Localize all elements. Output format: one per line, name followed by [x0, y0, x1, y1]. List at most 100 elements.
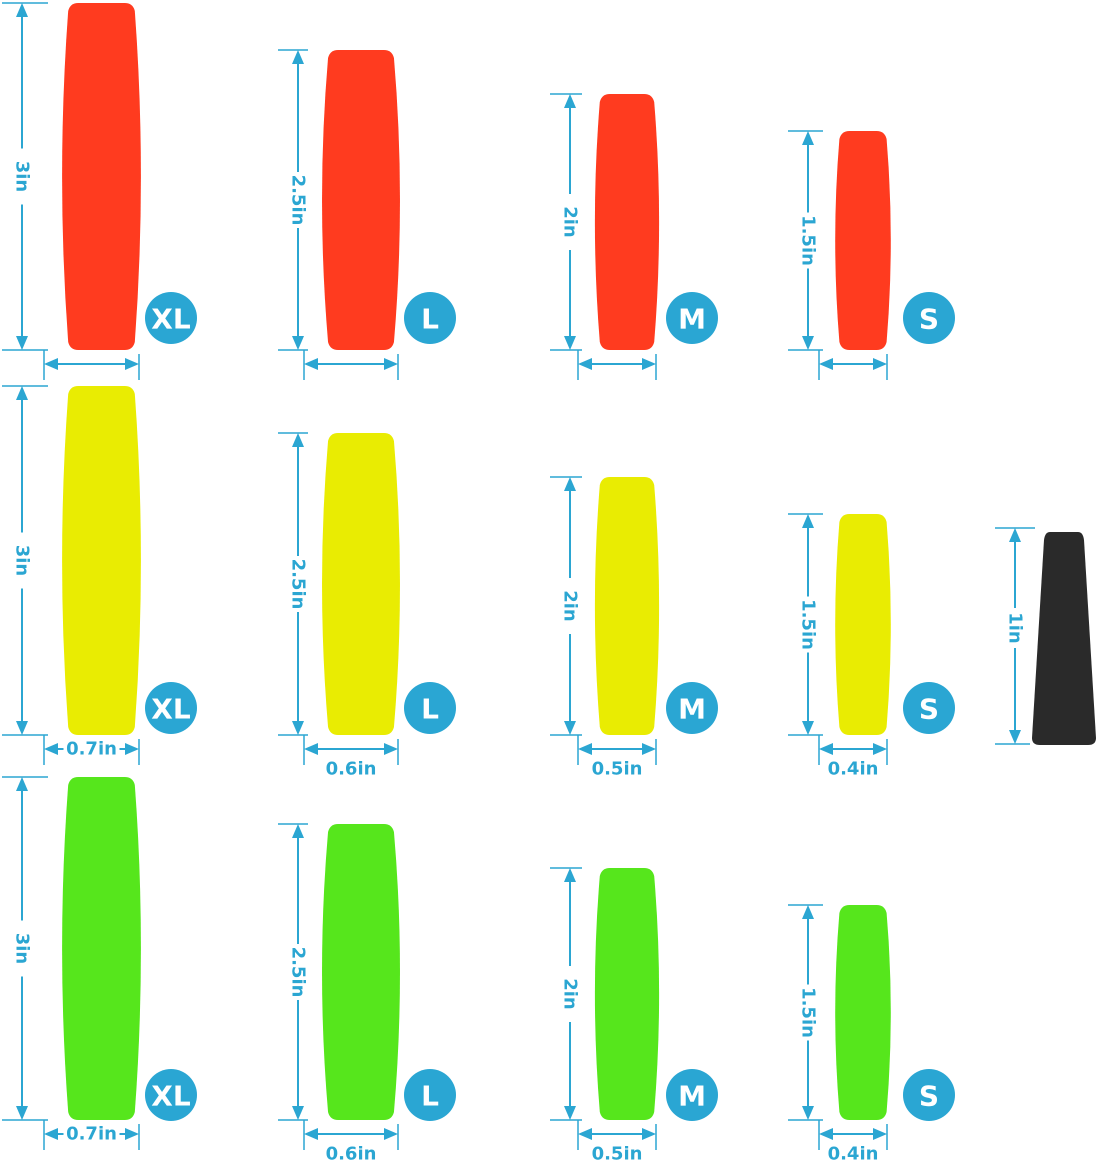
label-bg	[286, 944, 310, 1000]
height-label: 1.5in	[798, 599, 819, 650]
width-dimension	[304, 743, 398, 755]
size-badge-s: S	[903, 292, 955, 344]
float-yellow-xl: 3in 0.7in XL	[2, 385, 197, 765]
width-dimension	[578, 743, 656, 755]
badge-circle	[404, 682, 456, 734]
arrowhead-up-icon	[802, 131, 814, 145]
arrowhead-left-icon	[578, 358, 592, 370]
width-label: 0.5in	[592, 1144, 643, 1165]
arrowhead-down-icon	[16, 721, 28, 735]
foam-float	[62, 777, 141, 1120]
size-badge-xl: XL	[145, 1069, 197, 1121]
arrowhead-left-icon	[44, 1128, 58, 1140]
height-label: 3in	[12, 545, 33, 577]
float-red-l: 2.5in L	[278, 49, 456, 380]
size-badge-s: S	[903, 682, 955, 734]
arrowhead-up-icon	[564, 94, 576, 108]
arrowhead-right-icon	[873, 358, 887, 370]
arrowhead-down-icon	[292, 1106, 304, 1120]
badge-circle	[903, 682, 955, 734]
foam-float	[322, 824, 400, 1120]
height-label: 2in	[560, 590, 581, 622]
width-label: 0.4in	[828, 759, 879, 780]
size-badge-m: M	[666, 1069, 718, 1121]
arrowhead-down-icon	[564, 1106, 576, 1120]
label-bg	[10, 148, 34, 205]
float-green-xl: 3in 0.7in XL	[2, 776, 197, 1150]
size-badge-m: M	[666, 292, 718, 344]
arrowhead-up-icon	[16, 3, 28, 17]
badge-label: L	[421, 693, 439, 726]
badge-label: M	[678, 693, 706, 726]
arrowhead-up-icon	[292, 824, 304, 838]
arrowhead-down-icon	[292, 721, 304, 735]
width-label: 0.7in	[66, 739, 117, 760]
badge-label: XL	[151, 1080, 191, 1113]
width-dimension	[819, 358, 887, 370]
cone-shape	[1032, 532, 1096, 745]
arrowhead-right-icon	[642, 743, 656, 755]
arrowhead-right-icon	[125, 1128, 139, 1140]
float-yellow-m: 2in 0.5in M	[550, 476, 718, 780]
label-bg	[796, 984, 820, 1041]
badge-label: XL	[151, 303, 191, 336]
badge-circle	[666, 292, 718, 344]
label-bg	[286, 556, 310, 612]
height-label: 2.5in	[288, 175, 309, 226]
arrowhead-down-icon	[16, 336, 28, 350]
foam-float	[322, 433, 400, 735]
foam-float	[594, 868, 660, 1120]
label-bg	[10, 920, 34, 977]
width-label: 0.4in	[828, 1144, 879, 1165]
arrowhead-up-icon	[292, 50, 304, 64]
arrowhead-up-icon	[16, 777, 28, 791]
foam-float	[594, 477, 660, 735]
arrowhead-right-icon	[642, 1128, 656, 1140]
arrowhead-right-icon	[125, 743, 139, 755]
height-label: 2.5in	[288, 559, 309, 610]
label-bg	[796, 596, 820, 653]
badge-circle	[903, 1069, 955, 1121]
height-label: 1.5in	[798, 215, 819, 266]
label-bg	[10, 532, 34, 589]
arrowhead-left-icon	[44, 358, 58, 370]
badge-circle	[145, 682, 197, 734]
arrowhead-down-icon	[1009, 730, 1021, 744]
arrowhead-right-icon	[384, 358, 398, 370]
arrowhead-up-icon	[564, 868, 576, 882]
float-green-l: 2.5in 0.6in L	[278, 823, 456, 1165]
label-bg	[63, 738, 120, 760]
width-dimension	[304, 1128, 398, 1140]
width-label: 0.6in	[326, 759, 377, 780]
height-label: 1.5in	[798, 987, 819, 1038]
badge-label: XL	[151, 693, 191, 726]
badge-label: L	[421, 1080, 439, 1113]
badge-circle	[145, 292, 197, 344]
size-badge-xl: XL	[145, 682, 197, 734]
size-badge-l: L	[404, 682, 456, 734]
foam-float	[62, 3, 141, 350]
arrowhead-up-icon	[802, 514, 814, 528]
badge-circle	[666, 682, 718, 734]
arrowhead-right-icon	[642, 358, 656, 370]
arrowhead-left-icon	[304, 1128, 318, 1140]
width-dimension	[819, 1128, 887, 1140]
badge-label: S	[919, 303, 939, 336]
badge-label: M	[678, 303, 706, 336]
float-red-s: 1.5in S	[788, 130, 955, 380]
arrowhead-up-icon	[16, 386, 28, 400]
size-badge-m: M	[666, 682, 718, 734]
foam-float	[835, 905, 891, 1120]
row-yellow: 3in 0.7in XL 2.5in 0.6in L 2in 0.5in M 1.5in 0.4in…	[2, 385, 955, 780]
arrowhead-down-icon	[802, 721, 814, 735]
arrowhead-left-icon	[578, 1128, 592, 1140]
badge-label: S	[919, 1080, 939, 1113]
badge-label: L	[421, 303, 439, 336]
width-dimension	[819, 743, 887, 755]
size-badge-xl: XL	[145, 292, 197, 344]
arrowhead-left-icon	[819, 358, 833, 370]
arrowhead-right-icon	[384, 743, 398, 755]
height-label: 3in	[12, 933, 33, 965]
width-dimension	[578, 1128, 656, 1140]
